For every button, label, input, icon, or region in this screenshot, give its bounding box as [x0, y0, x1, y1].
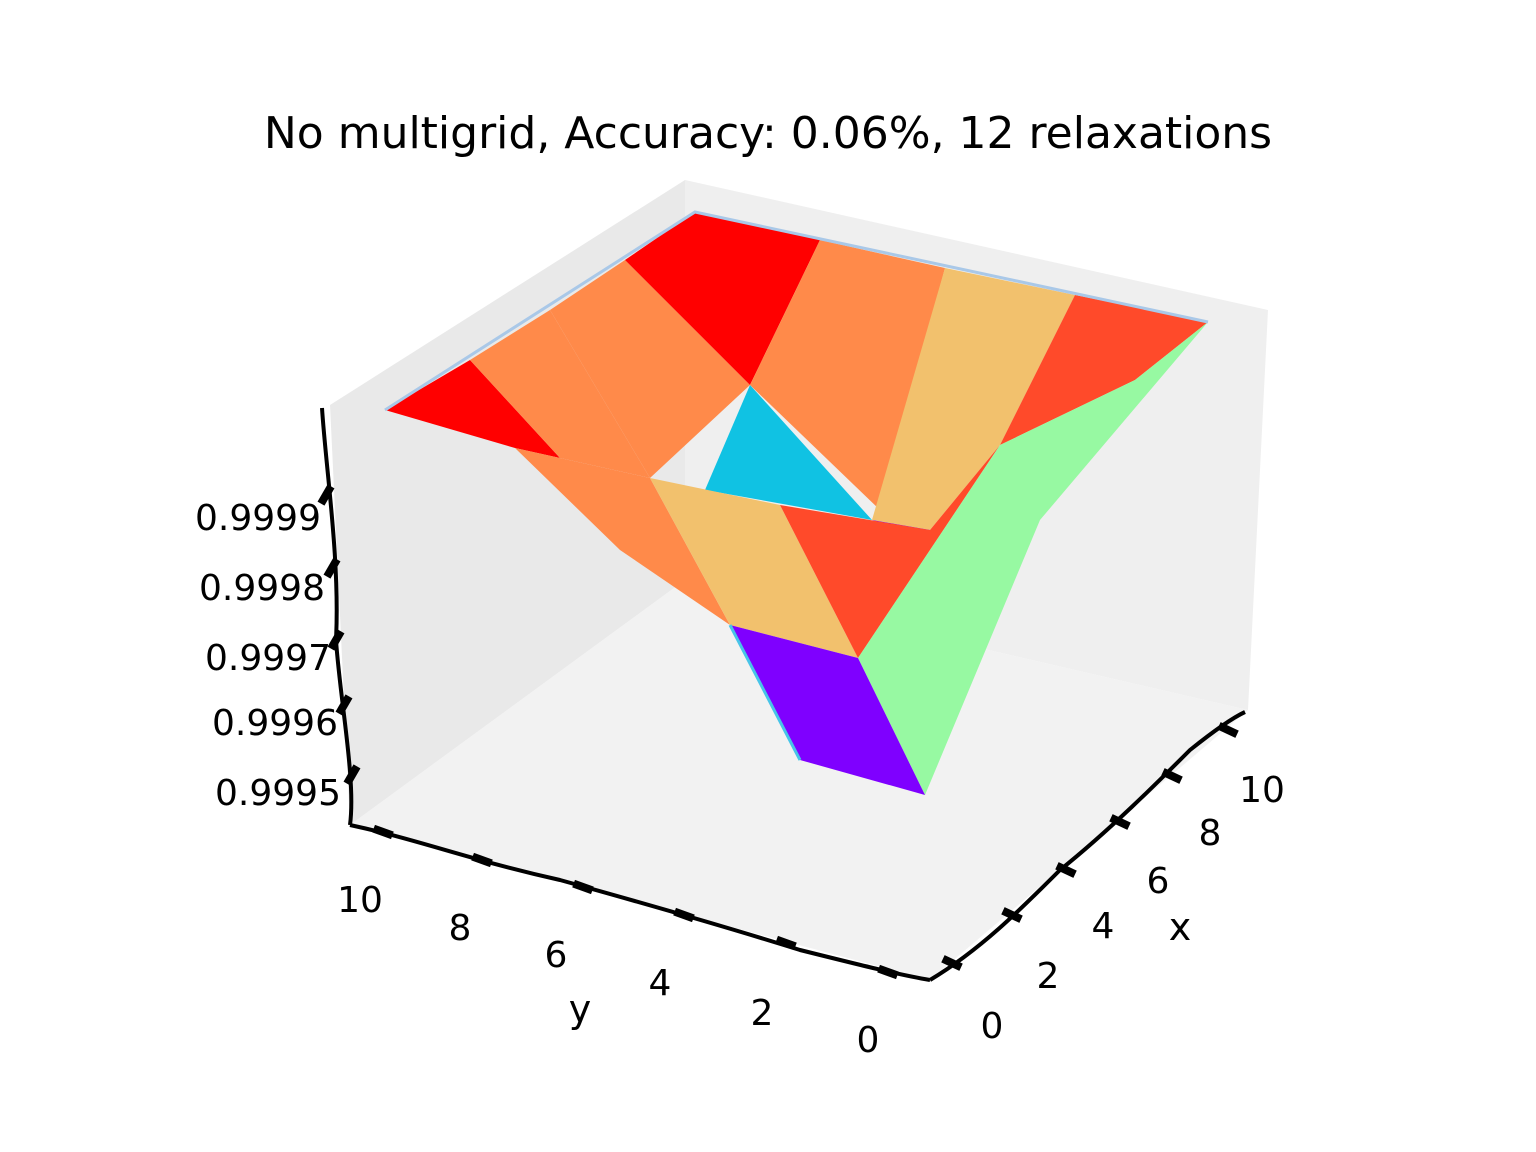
y-tick-mark: [775, 935, 797, 951]
z-tick-label: 0.9999: [195, 498, 321, 539]
z-tick-mark: [323, 557, 341, 579]
y-tick-mark: [372, 824, 394, 840]
z-tick-mark: [335, 694, 353, 716]
x-tick-label: 10: [1239, 770, 1285, 811]
x-tick-mark: [941, 955, 963, 971]
y-tick-mark: [471, 852, 493, 868]
z-axis: 0.9995 0.9996 0.9997 0.9998 0.9999: [195, 407, 361, 826]
z-tick-mark: [317, 484, 335, 506]
z-tick-label: 0.9995: [215, 773, 341, 814]
surface-facet: [1000, 295, 1208, 445]
floor-pane: [350, 580, 1248, 980]
surface-facet: [730, 625, 925, 795]
y-tick-mark: [877, 964, 899, 980]
y-axis-line: [349, 823, 931, 982]
x-axis-line: [928, 710, 1246, 982]
x-tick-label: 6: [1147, 861, 1170, 902]
x-tick-mark: [1217, 722, 1239, 738]
y-axis-label: y: [569, 987, 592, 1031]
x-tick-mark: [1161, 768, 1183, 784]
y-tick-label: 0: [857, 1020, 880, 1061]
surface-edge: [728, 624, 802, 761]
surface-facet: [515, 448, 730, 625]
surface-facet: [550, 260, 750, 478]
x-axis-label: x: [1169, 905, 1192, 949]
surface-facet: [872, 268, 1075, 530]
surface-facet: [705, 385, 872, 520]
z-tick-label: 0.9996: [212, 703, 338, 744]
z-tick-mark: [327, 629, 345, 651]
x-tick-mark: [1001, 907, 1023, 923]
surface-facet: [385, 360, 560, 458]
z-tick-label: 0.9998: [199, 568, 325, 609]
surface-facet: [470, 310, 650, 478]
surface-facet: [858, 322, 1208, 795]
surface-facet: [780, 445, 1000, 658]
y-tick-label: 10: [337, 880, 383, 921]
surface-facet: [650, 478, 858, 658]
y-tick-label: 4: [649, 963, 672, 1004]
z-tick-label: 0.9997: [205, 638, 331, 679]
y-tick-label: 8: [449, 908, 472, 949]
z-tick-mark: [343, 764, 361, 786]
surface-edge: [384, 210, 1209, 412]
x-tick-mark: [1055, 862, 1077, 878]
y-tick-mark: [572, 879, 594, 895]
y-tick-mark: [673, 907, 695, 923]
x-tick-label: 8: [1199, 813, 1222, 854]
x-tick-label: 2: [1037, 956, 1060, 997]
surface: [384, 210, 1209, 795]
x-tick-label: 4: [1092, 906, 1115, 947]
y-tick-label: 6: [545, 935, 568, 976]
x-tick-mark: [1109, 814, 1131, 830]
chart-title: No multigrid, Accuracy: 0.06%, 12 relaxa…: [263, 108, 1273, 159]
y-axis: 0 2 4 6 8 10 y: [337, 823, 931, 1061]
x-tick-label: 0: [981, 1006, 1004, 1047]
y-tick-label: 2: [751, 993, 774, 1034]
surface-facet: [625, 212, 820, 385]
